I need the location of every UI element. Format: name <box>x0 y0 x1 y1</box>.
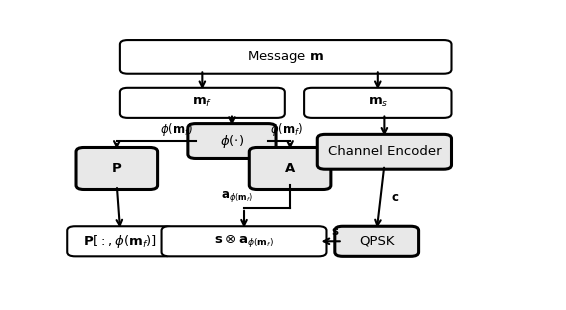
Text: $\phi(\cdot)$: $\phi(\cdot)$ <box>220 133 244 149</box>
Text: $\mathbf{c}$: $\mathbf{c}$ <box>391 191 399 204</box>
Text: QPSK: QPSK <box>359 235 395 248</box>
Text: $\mathbf{P}$: $\mathbf{P}$ <box>111 162 122 175</box>
FancyBboxPatch shape <box>120 40 452 74</box>
FancyBboxPatch shape <box>76 148 157 189</box>
FancyBboxPatch shape <box>67 226 173 256</box>
Text: $\mathbf{m}_s$: $\mathbf{m}_s$ <box>367 96 388 109</box>
Text: $\mathbf{a}_{\phi(\mathbf{m}_f)}$: $\mathbf{a}_{\phi(\mathbf{m}_f)}$ <box>221 189 253 204</box>
FancyBboxPatch shape <box>318 134 452 169</box>
FancyBboxPatch shape <box>161 226 327 256</box>
Text: $\phi(\mathbf{m}_f)$: $\phi(\mathbf{m}_f)$ <box>160 121 194 138</box>
Text: Channel Encoder: Channel Encoder <box>328 145 441 158</box>
FancyBboxPatch shape <box>304 88 452 118</box>
Text: $\mathbf{s}$: $\mathbf{s}$ <box>331 225 339 238</box>
FancyBboxPatch shape <box>188 124 276 158</box>
Text: $\phi(\mathbf{m}_f)$: $\phi(\mathbf{m}_f)$ <box>271 121 304 138</box>
Text: $\mathbf{s} \otimes \mathbf{a}_{\phi(\mathbf{m}_f)}$: $\mathbf{s} \otimes \mathbf{a}_{\phi(\ma… <box>214 233 274 249</box>
Text: Message $\mathbf{m}$: Message $\mathbf{m}$ <box>247 49 324 65</box>
Text: $\mathbf{A}$: $\mathbf{A}$ <box>284 162 296 175</box>
FancyBboxPatch shape <box>335 226 419 256</box>
FancyBboxPatch shape <box>249 148 331 189</box>
FancyBboxPatch shape <box>120 88 285 118</box>
Text: $\mathbf{m}_f$: $\mathbf{m}_f$ <box>192 96 212 109</box>
Text: $\mathbf{P}[:,\phi(\mathbf{m}_f)]$: $\mathbf{P}[:,\phi(\mathbf{m}_f)]$ <box>83 233 157 250</box>
